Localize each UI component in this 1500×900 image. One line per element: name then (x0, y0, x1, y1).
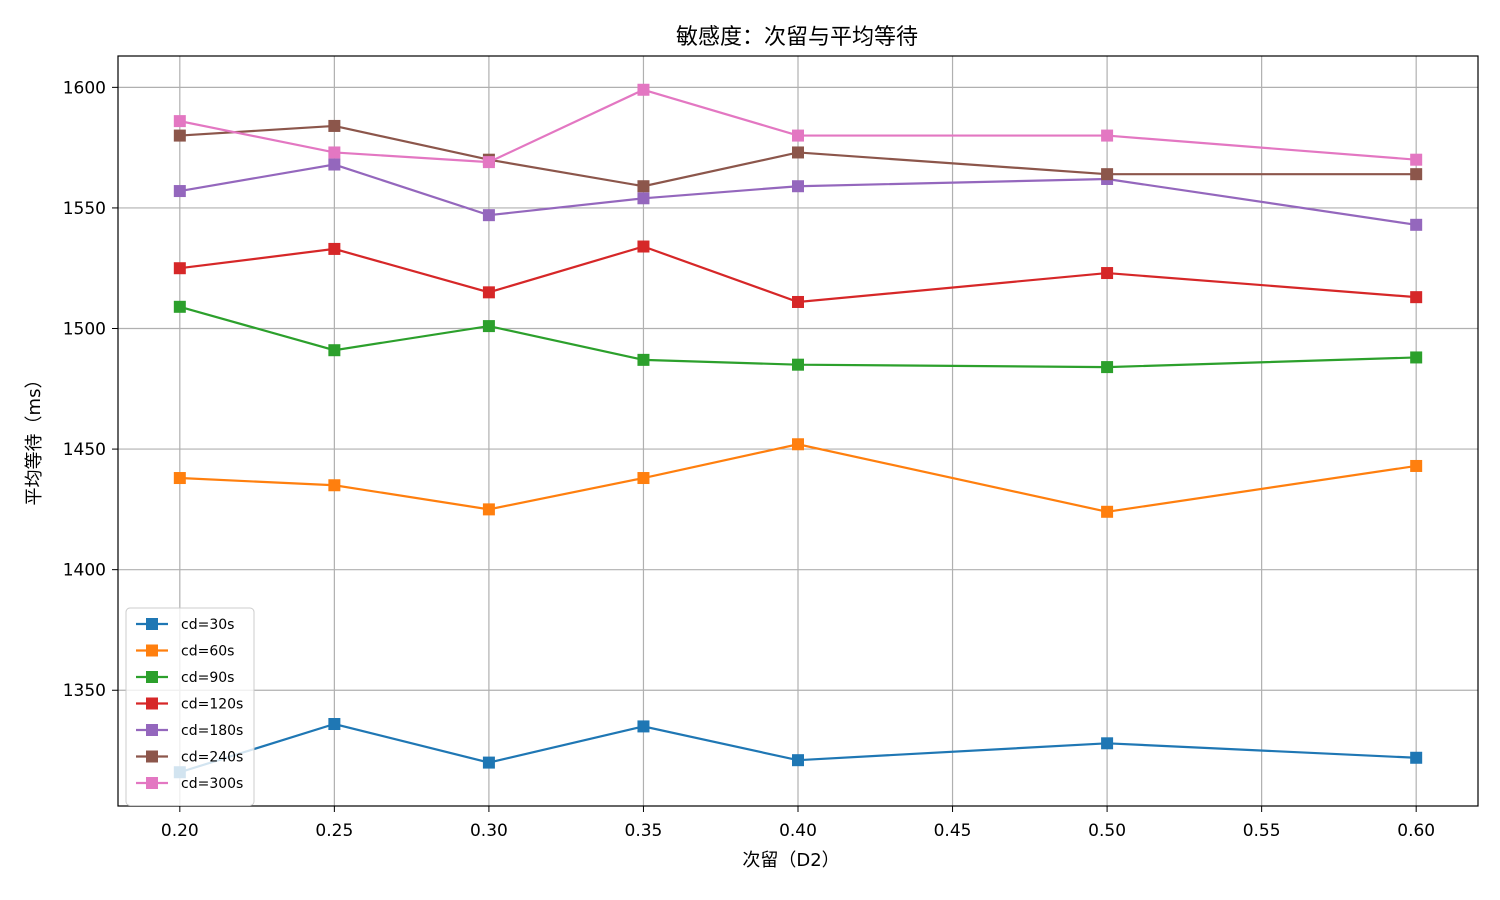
y-axis-ticks: 1350 1400 1450 1500 1550 1600 (63, 78, 118, 701)
series-cd=300s (173, 83, 1423, 169)
series-cd=90s (173, 300, 1423, 374)
data-point (173, 262, 186, 275)
data-point (1410, 351, 1423, 364)
data-point (328, 344, 341, 357)
data-point (328, 718, 341, 731)
legend-entry: cd=180s (136, 723, 243, 739)
data-point (637, 83, 650, 96)
legend-entry: cd=30s (136, 617, 234, 633)
x-tick-label: 0.20 (161, 821, 199, 841)
legend-label: cd=240s (181, 750, 243, 766)
data-point (173, 115, 186, 128)
data-point (1410, 153, 1423, 166)
data-point (637, 240, 650, 253)
data-point (792, 180, 804, 193)
y-axis-label: 平均等待（ms） (24, 371, 45, 506)
y-tick-label: 1400 (63, 561, 106, 581)
data-point (1410, 218, 1423, 231)
data-point (328, 479, 341, 492)
data-point (328, 146, 341, 159)
chart-title: 敏感度：次留与平均等待 (676, 25, 918, 50)
data-point (482, 156, 495, 169)
legend-marker (146, 671, 158, 683)
grid (118, 56, 1478, 806)
x-tick-label: 0.40 (779, 821, 817, 841)
legend-label: cd=30s (181, 617, 234, 633)
data-point (173, 129, 186, 142)
data-point (1101, 737, 1114, 750)
legend-label: cd=90s (181, 670, 234, 686)
series-cd=120s (173, 240, 1423, 308)
data-point (328, 119, 341, 132)
data-point (1410, 459, 1423, 472)
series-cd=30s (173, 718, 1423, 779)
data-point (328, 158, 341, 171)
x-tick-label: 0.55 (1243, 821, 1281, 841)
data-point (1101, 129, 1114, 142)
legend-label: cd=120s (181, 697, 243, 713)
data-point (173, 185, 186, 198)
data-point (482, 320, 495, 333)
x-axis-label: 次留（D2） (742, 850, 839, 871)
y-tick-label: 1500 (63, 320, 106, 340)
x-tick-label: 0.35 (625, 821, 663, 841)
series-cd=60s (173, 438, 1423, 518)
data-point (637, 353, 650, 366)
legend-marker (146, 777, 158, 789)
data-point (1101, 361, 1114, 374)
data-point (792, 129, 804, 142)
legend-marker (146, 618, 158, 630)
y-tick-label: 1600 (63, 78, 106, 98)
x-tick-label: 0.50 (1088, 821, 1126, 841)
data-point (637, 180, 650, 193)
data-point (792, 358, 804, 371)
y-tick-label: 1350 (63, 681, 106, 701)
data-point (1410, 291, 1423, 304)
legend-entry: cd=60s (136, 644, 234, 660)
legend-entry: cd=90s (136, 670, 234, 686)
legend-marker (146, 644, 158, 657)
data-point (1410, 168, 1423, 181)
x-tick-label: 0.30 (470, 821, 508, 841)
data-point (637, 720, 650, 733)
data-point (1101, 505, 1114, 518)
data-point (792, 754, 804, 767)
data-point (792, 295, 804, 308)
legend-marker (146, 750, 158, 763)
data-point (1410, 751, 1423, 764)
legend-marker (146, 697, 158, 710)
data-point (482, 209, 495, 222)
data-point (637, 472, 650, 485)
data-point (482, 286, 495, 299)
data-point (482, 503, 495, 516)
legend-label: cd=300s (181, 776, 243, 792)
data-point (1101, 267, 1114, 280)
data-point (173, 300, 186, 313)
x-tick-label: 0.45 (934, 821, 972, 841)
x-axis-ticks: 0.20 0.25 0.30 0.35 0.40 0.45 0.50 0.55 0.60 (161, 806, 1435, 841)
legend-entry: cd=240s (136, 750, 243, 766)
legend-entry: cd=300s (136, 776, 243, 792)
data-point (173, 472, 186, 485)
legend-label: cd=60s (181, 644, 234, 660)
data-point (328, 242, 341, 255)
x-tick-label: 0.25 (315, 821, 353, 841)
legend-entry: cd=120s (136, 697, 243, 713)
data-point (1101, 168, 1114, 181)
y-tick-label: 1550 (63, 199, 106, 219)
x-tick-label: 0.60 (1397, 821, 1435, 841)
legend: cd=30s cd=60s cd=90s cd=120s cd=180s cd=240s c… (125, 607, 255, 806)
legend-label: cd=180s (181, 723, 243, 739)
data-point (482, 756, 495, 769)
data-point (792, 438, 804, 451)
series-cd=240s (173, 119, 1423, 193)
data-point (792, 146, 804, 159)
data-point (637, 192, 650, 205)
series-layer (173, 83, 1423, 779)
y-tick-label: 1450 (63, 440, 106, 460)
legend-marker (146, 724, 158, 736)
